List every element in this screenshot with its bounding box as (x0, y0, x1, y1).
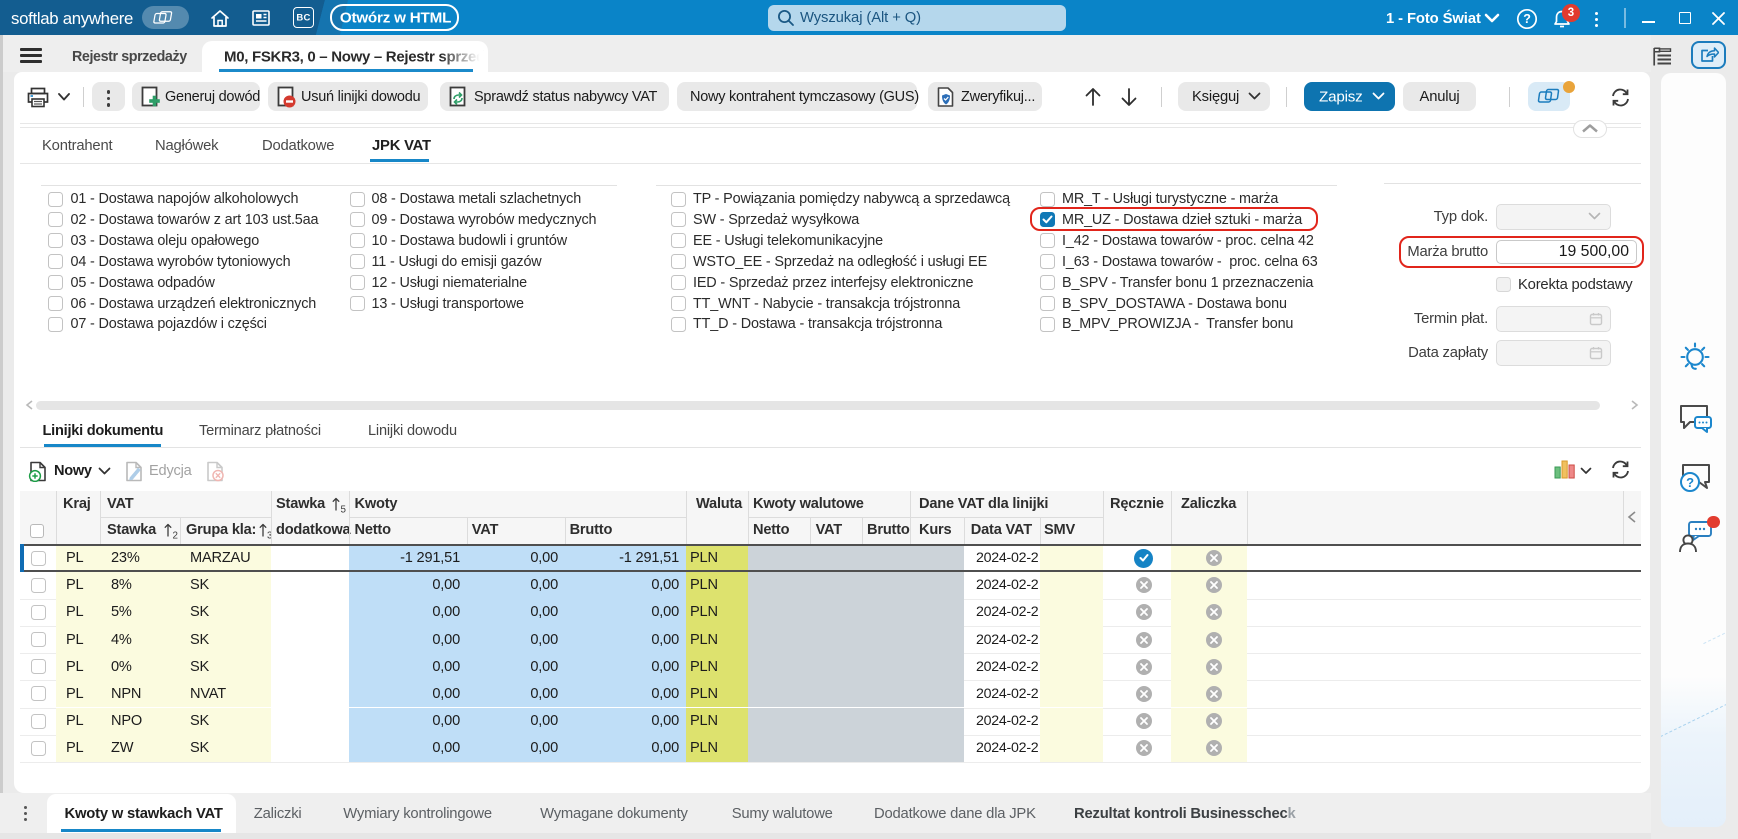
svg-text:?: ? (1523, 12, 1530, 26)
svg-text:?: ? (1686, 475, 1694, 490)
